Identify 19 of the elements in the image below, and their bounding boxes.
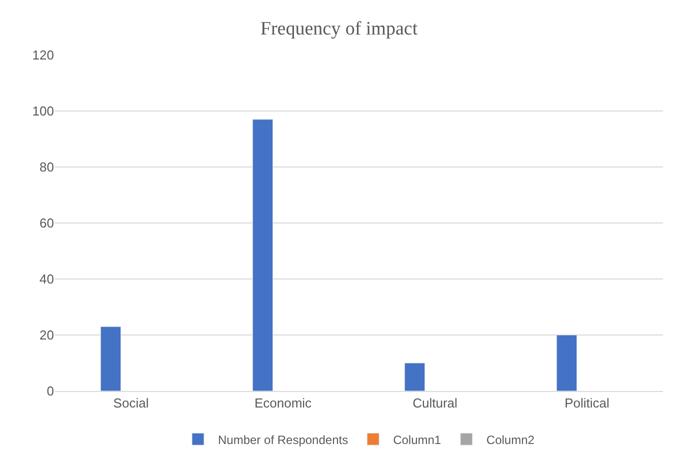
y-tick-label: 20 — [40, 328, 54, 343]
y-tick-label: 0 — [46, 384, 54, 399]
y-tick-label: 80 — [40, 160, 54, 175]
y-tick-label: 120 — [32, 48, 54, 63]
y-tick-label: 100 — [32, 104, 54, 119]
bar — [252, 119, 274, 391]
y-tick-label: 60 — [40, 216, 54, 231]
x-tick-label: Political — [564, 396, 610, 411]
bar — [556, 334, 578, 391]
bar — [404, 362, 426, 391]
x-tick-label: Economic — [254, 396, 312, 411]
legend-label: Column1 — [393, 432, 442, 447]
legend-label: Column2 — [486, 432, 535, 447]
x-tick-label: Social — [113, 396, 149, 411]
bar — [100, 326, 122, 391]
legend-label: Number of Respondents — [218, 432, 348, 447]
chart-title: Frequency of impact — [260, 18, 418, 40]
y-tick-label: 40 — [40, 272, 54, 287]
x-tick-label: Cultural — [412, 396, 458, 411]
